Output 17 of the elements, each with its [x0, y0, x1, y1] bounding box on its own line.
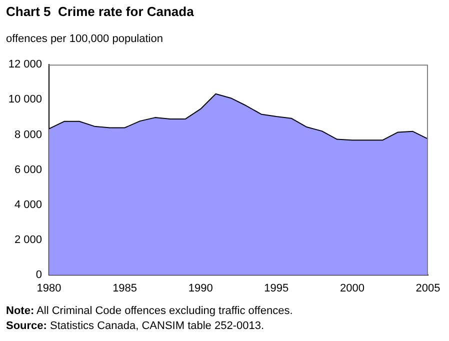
- x-tick-label: 1985: [112, 282, 138, 295]
- x-tick-label: 1990: [188, 282, 213, 295]
- y-axis-title: offences per 100,000 population: [6, 33, 163, 45]
- y-tick-label: 10 000: [8, 94, 42, 106]
- text: Note: All Criminal Code offences excluding traffic offences.: [6, 304, 293, 319]
- x-tick-label: 2005: [416, 282, 440, 295]
- x-tick-label: 1980: [36, 282, 62, 295]
- x-tick-label: 1995: [264, 282, 289, 295]
- y-tick-label: 12 000: [8, 58, 42, 71]
- source-note: Source: Statistics Canada, CANSIM table 252-0013.: [6, 319, 266, 334]
- x-tick-label: 2000: [340, 282, 364, 295]
- y-tick-label: 0: [36, 269, 42, 282]
- y-tick-label: 2 000: [14, 234, 42, 246]
- y-tick-label: 4 000: [14, 198, 42, 211]
- y-tick-label: 8 000: [14, 128, 42, 141]
- chart-title: Chart 5 Crime rate for Canada: [6, 4, 194, 19]
- y-tick-label: 6 000: [14, 164, 42, 176]
